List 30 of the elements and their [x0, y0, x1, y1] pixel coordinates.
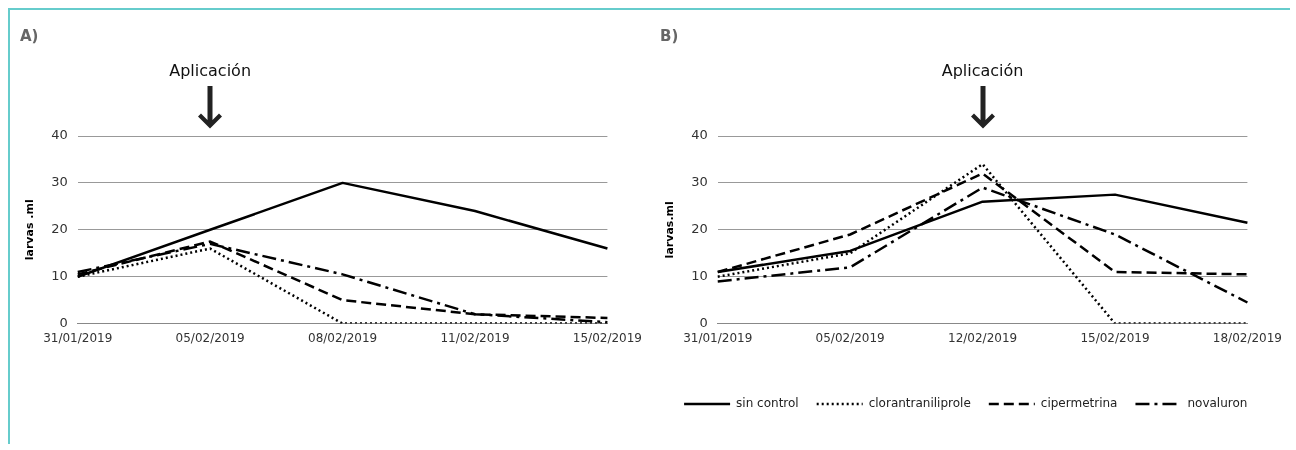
text: Aplicación	[940, 61, 1025, 80]
legend-label: novaluron	[1187, 396, 1248, 411]
y-tick-label: 40	[51, 127, 68, 143]
y-tick-label: 0	[699, 314, 708, 330]
y-tick-label: 0	[59, 314, 68, 330]
x-tick-label: 05/02/2019	[815, 330, 885, 345]
chart-title: A)	[20, 26, 39, 45]
x-tick-label: 15/02/2019	[572, 330, 642, 345]
x-tick-label: 31/01/2019	[683, 330, 753, 345]
x-tick-label: 18/02/2019	[1212, 330, 1282, 345]
x-tick-label: 12/02/2019	[947, 330, 1018, 345]
legend-label: cipermetrina	[1040, 396, 1118, 411]
legend-label: clorantraniliprole	[868, 396, 971, 411]
text: Aplicación	[168, 61, 253, 80]
y-tick-label: 10	[691, 268, 708, 284]
x-tick-label: 15/02/2019	[1080, 330, 1150, 345]
y-tick-label: 20	[691, 221, 708, 237]
x-tick-label: 05/02/2019	[175, 330, 245, 345]
y-axis-title: larvas.ml	[663, 201, 677, 259]
y-axis-title: larvas .ml	[23, 199, 37, 261]
x-tick-label: 31/01/2019	[43, 330, 113, 345]
x-tick-label: 08/02/2019	[307, 330, 378, 345]
x-tick-label: 11/02/2019	[440, 330, 510, 345]
y-tick-label: 40	[691, 127, 708, 143]
y-tick-label: 30	[51, 174, 68, 190]
y-tick-label: 30	[691, 174, 708, 190]
y-tick-label: 20	[51, 221, 68, 237]
chart-title: B)	[660, 26, 679, 45]
y-tick-label: 10	[51, 268, 68, 284]
legend-label: sin control	[736, 396, 799, 411]
